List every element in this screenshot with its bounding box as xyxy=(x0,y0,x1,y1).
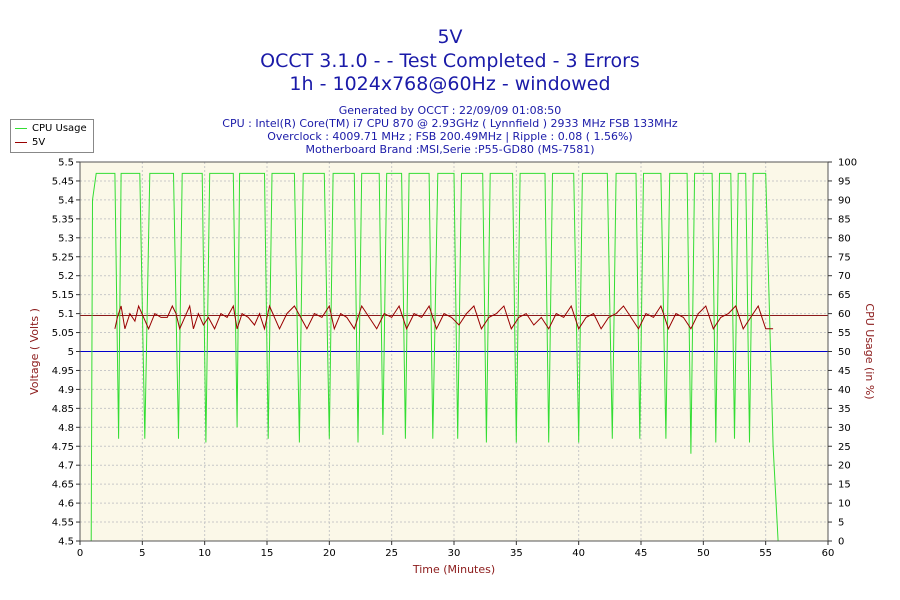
chart-title: 5V xyxy=(437,26,463,48)
y2-axis-ticks: 0 5 10 15 20 25 30 35 40 45 50 55 60 65 70 75 80 85 90 95 10… xyxy=(828,158,857,548)
y-tick-label: 4.8 xyxy=(58,423,74,434)
motherboard-info: Motherboard Brand :MSI,Serie :P55-GD80 (… xyxy=(305,143,595,156)
y-tick-label: 4.75 xyxy=(52,442,74,453)
x-tick-label: 20 xyxy=(323,548,336,559)
y-tick-label: 4.95 xyxy=(52,366,74,377)
y2-tick-label: 45 xyxy=(838,366,851,377)
legend-item-5v: 5V xyxy=(15,137,45,149)
y2-tick-label: 95 xyxy=(838,176,851,187)
x-axis-label: Time (Minutes) xyxy=(412,563,495,576)
y2-tick-label: 55 xyxy=(838,328,851,339)
x-tick-label: 0 xyxy=(77,548,83,559)
y-tick-label: 5.1 xyxy=(58,309,74,320)
y-tick-label: 5.2 xyxy=(58,271,74,282)
y-tick-label: 5.15 xyxy=(52,290,74,301)
y-tick-label: 5.05 xyxy=(52,328,74,339)
legend: CPU Usage 5V xyxy=(10,119,94,153)
chart-subtitle: OCCT 3.1.0 - - Test Completed - 3 Errors xyxy=(260,50,640,72)
generated-info: Generated by OCCT : 22/09/09 01:08:50 xyxy=(338,104,562,117)
cpu-info: CPU : Intel(R) Core(TM) i7 CPU 870 @ 2.9… xyxy=(222,117,678,130)
y2-tick-label: 90 xyxy=(838,195,851,206)
x-tick-label: 45 xyxy=(635,548,648,559)
x-tick-label: 30 xyxy=(448,548,461,559)
y-tick-label: 5.5 xyxy=(58,158,74,169)
y2-tick-label: 15 xyxy=(838,480,851,491)
y-axis-label: Voltage ( Volts ) xyxy=(28,308,41,395)
y-tick-label: 5.4 xyxy=(58,195,74,206)
y2-tick-label: 65 xyxy=(838,290,851,301)
x-tick-label: 50 xyxy=(697,548,710,559)
y2-tick-label: 25 xyxy=(838,442,851,453)
x-tick-label: 15 xyxy=(261,548,274,559)
y-tick-label: 5.3 xyxy=(58,233,74,244)
y2-tick-label: 70 xyxy=(838,271,851,282)
x-axis-ticks: 0 5 10 15 20 25 30 35 40 45 50 55 60 xyxy=(77,541,835,559)
y-axis-ticks: 4.5 4.55 4.6 4.65 4.7 4.75 4.8 4.85 4.9 4.95 5 5.05… xyxy=(52,158,80,548)
x-tick-label: 5 xyxy=(139,548,145,559)
y-tick-label: 5.35 xyxy=(52,214,74,225)
overclock-info: Overclock : 4009.71 MHz ; FSB 200.49MHz … xyxy=(267,130,633,143)
y-tick-label: 5.25 xyxy=(52,252,74,263)
y-tick-label: 4.65 xyxy=(52,480,74,491)
x-tick-label: 25 xyxy=(385,548,398,559)
y2-axis-label: CPU Usage (in %) xyxy=(863,303,876,399)
y-tick-label: 4.7 xyxy=(58,461,74,472)
legend-label-cpu-usage: CPU Usage xyxy=(32,123,87,134)
x-tick-label: 55 xyxy=(759,548,772,559)
y2-tick-label: 20 xyxy=(838,461,851,472)
x-tick-label: 40 xyxy=(572,548,585,559)
legend-label-5v: 5V xyxy=(32,137,46,148)
series-lines xyxy=(90,172,779,542)
y-tick-label: 4.55 xyxy=(52,518,74,529)
y2-tick-label: 30 xyxy=(838,423,851,434)
y-tick-label: 4.6 xyxy=(58,499,74,510)
y2-tick-label: 50 xyxy=(838,347,851,358)
legend-item-cpu-usage: CPU Usage xyxy=(15,123,87,135)
y-tick-label: 5.45 xyxy=(52,176,74,187)
y2-tick-label: 40 xyxy=(838,385,851,396)
y-tick-label: 4.9 xyxy=(58,385,74,396)
x-tick-label: 60 xyxy=(822,548,835,559)
series-line-5v xyxy=(114,304,774,331)
legend-swatch-cpu-usage xyxy=(15,127,27,129)
y2-tick-label: 35 xyxy=(838,404,851,415)
y2-tick-label: 80 xyxy=(838,233,851,244)
y2-tick-label: 100 xyxy=(838,158,857,169)
legend-swatch-5v xyxy=(15,141,27,143)
x-tick-label: 10 xyxy=(198,548,211,559)
y2-tick-label: 0 xyxy=(838,537,844,548)
x-tick-label: 35 xyxy=(510,548,523,559)
y2-tick-label: 5 xyxy=(838,518,844,529)
series-line-cpu-usage xyxy=(90,172,779,542)
y2-tick-label: 75 xyxy=(838,252,851,263)
y2-tick-label: 10 xyxy=(838,499,851,510)
y-tick-label: 5 xyxy=(68,347,74,358)
y2-tick-label: 85 xyxy=(838,214,851,225)
y-tick-label: 4.85 xyxy=(52,404,74,415)
y-tick-label: 4.5 xyxy=(58,537,74,548)
chart-subtitle-2: 1h - 1024x768@60Hz - windowed xyxy=(289,73,611,95)
y2-tick-label: 60 xyxy=(838,309,851,320)
